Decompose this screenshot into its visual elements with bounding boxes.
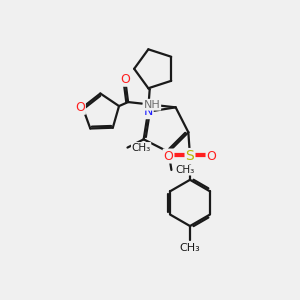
Text: S: S bbox=[186, 149, 194, 163]
Text: CH₃: CH₃ bbox=[131, 142, 151, 153]
Text: O: O bbox=[206, 149, 216, 163]
Text: NH: NH bbox=[143, 100, 160, 110]
Text: CH₃: CH₃ bbox=[180, 243, 200, 253]
Text: CH₃: CH₃ bbox=[176, 165, 195, 175]
Text: O: O bbox=[121, 73, 130, 86]
Text: N: N bbox=[143, 105, 153, 118]
Text: O: O bbox=[164, 149, 173, 163]
Text: O: O bbox=[75, 101, 85, 114]
